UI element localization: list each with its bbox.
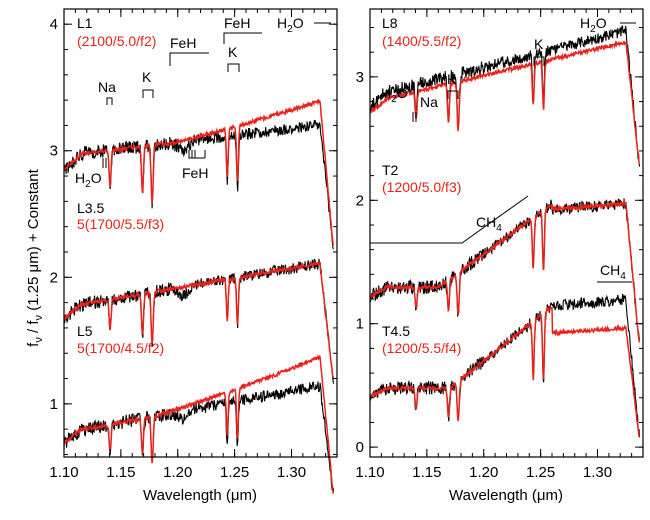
y-tick-label: 3 [50,143,58,160]
model-spectrum-L5 [63,353,335,495]
ann-h2o-right: H2O [381,85,408,105]
model-spectrum-T2 [369,199,641,343]
ann-ch4-2: CH4 [600,262,626,282]
ann-na: Na [98,79,116,95]
ann-na-right: Na [420,94,438,110]
label-L3.5: L3.5 [77,200,104,216]
ann-feh2-bracket [223,32,262,44]
ann-ch4-1: CH4 [476,214,502,234]
x-tick-label: 1.20 [163,464,192,481]
label-L8-model: (1400/5.5/f2) [382,33,461,49]
ann-feh2: FeH [224,15,250,31]
ann-k-right: K [447,71,457,87]
y-tick-label: 2 [356,192,364,209]
ann-h2o-bottom-bracket [102,158,107,168]
label-T2: T2 [382,162,399,178]
model-spectrum-L3.5 [63,259,335,379]
label-T4.5-model: (1200/5.5/f4) [382,340,461,356]
label-T2-model: (1200/5.0/f3) [382,179,461,195]
y-tick-label: 1 [356,316,364,333]
model-spectrum-T4.5 [369,305,640,438]
label-L5-model: 5(1700/4.5/f2) [77,340,164,356]
ann-k1: K [142,69,152,85]
ann-k-top: K [534,36,544,52]
ann-k-right-bracket [447,90,459,99]
observed-spectrum-L3.5 [63,258,335,384]
ann-ch4-1-line [370,195,529,244]
label-L8: L8 [382,15,398,31]
y-tick-label: 3 [356,69,364,86]
right-x-axis-label: Wavelength (μm) [449,487,563,504]
left-x-axis-label: Wavelength (μm) [143,487,257,504]
right-panel: 1.10 1.15 1.20 1.25 1.30 0 1 2 3 Wavelength (μm)… [355,8,644,504]
observed-spectrum-T4.5 [369,293,641,438]
y-axis-label: fν / fν (1.25 μm) + Constant [25,168,45,346]
left-panel: 1.10 1.15 1.20 1.25 1.30 1 2 3 4 Wavelength (μm)… [49,8,338,504]
label-L5: L5 [77,323,93,339]
x-tick-label: 1.15 [412,464,441,481]
x-tick-label: 1.10 [355,464,384,481]
ann-na-bracket [106,97,113,105]
ann-k-top-bracket [533,56,545,66]
ann-h2o-top: H2O [277,15,304,35]
y-tick-label: 0 [356,439,364,456]
ann-feh-bottom-bracket [188,150,206,159]
x-tick-label: 1.25 [526,464,555,481]
ann-feh1-bracket [169,52,209,66]
x-tick-label: 1.30 [583,464,612,481]
right-spectra [369,25,641,438]
x-tick-label: 1.15 [106,464,135,481]
label-L1: L1 [77,15,93,31]
y-tick-label: 1 [50,396,58,413]
label-L3.5-model: 5(1700/5.5/f3) [77,216,164,232]
ann-feh1: FeH [170,35,196,51]
model-spectrum-L1 [63,97,335,247]
ann-k1-bracket [142,89,154,98]
model-spectrum-L8 [369,40,641,165]
ann-h2o-right-bracket [412,112,417,122]
label-L1-model: (2100/5.0/f2) [77,33,156,49]
x-tick-label: 1.25 [220,464,249,481]
ann-feh-bottom: FeH [182,165,208,181]
y-tick-label: 4 [50,16,58,33]
x-tick-label: 1.30 [277,464,306,481]
ann-h2o-top-right: H2O [580,15,607,35]
ann-k2-bracket [227,63,240,72]
right-axis-ticks: 1.10 1.15 1.20 1.25 1.30 0 1 2 3 [355,9,644,481]
left-axis-ticks: 1.10 1.15 1.20 1.25 1.30 1 2 3 4 [49,9,338,481]
ann-h2o-bottom: H2O [75,170,102,190]
label-T4.5: T4.5 [382,323,410,339]
y-tick-label: 2 [50,269,58,286]
x-tick-label: 1.20 [469,464,498,481]
x-tick-label: 1.10 [49,464,78,481]
left-spectra [63,97,335,495]
ann-k2: K [228,44,238,60]
